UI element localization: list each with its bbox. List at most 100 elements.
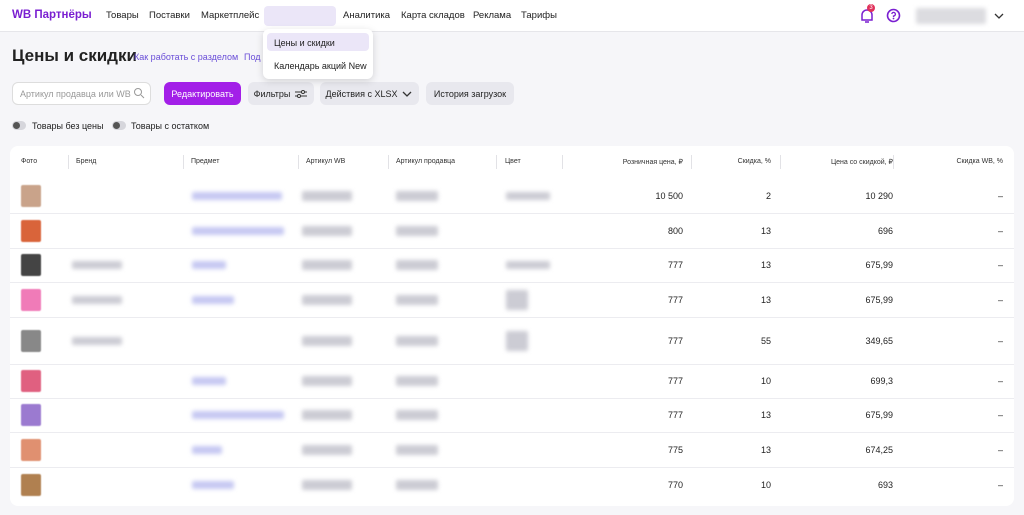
blurred-article-seller xyxy=(396,190,438,201)
wb-discount: – xyxy=(997,410,1003,420)
discount: 13 xyxy=(760,225,771,236)
blurred-color xyxy=(506,289,528,310)
discounted-price: 10 290 xyxy=(865,190,893,201)
blurred-subject xyxy=(192,377,226,385)
divider xyxy=(691,155,692,169)
product-photo[interactable] xyxy=(21,370,41,392)
help-icon[interactable] xyxy=(886,8,901,23)
discount: 13 xyxy=(760,410,771,420)
dropdown-item[interactable]: Цены и скидки xyxy=(274,38,335,48)
column-header: Фото xyxy=(21,158,38,165)
toggle-label: Товары без цены xyxy=(32,121,104,131)
history-button[interactable]: История загрузок xyxy=(426,82,514,105)
blurred-article-seller xyxy=(396,335,438,346)
blurred-brand xyxy=(72,261,122,269)
top-bar: WB Партнёры ТоварыПоставкиМаркетплейсЦен… xyxy=(0,0,1024,32)
chevron[interactable] xyxy=(994,12,1004,20)
toggle[interactable] xyxy=(12,121,26,130)
placeholder: Артикул продавца или WB xyxy=(20,89,131,99)
blurred-article-seller xyxy=(396,410,438,420)
nav-item[interactable]: Тарифы xyxy=(521,10,557,21)
nav-item[interactable]: Аналитика xyxy=(343,10,391,21)
edit-button[interactable]: Редактировать xyxy=(164,82,241,105)
column-header: Артикул продавца xyxy=(396,158,456,165)
column-header: Цвет xyxy=(505,158,521,165)
blurred-color xyxy=(506,191,550,200)
blurred-article-wb xyxy=(302,376,352,386)
blurred-subject xyxy=(192,261,226,269)
wb-discount: – xyxy=(997,335,1003,346)
blurred-article-wb xyxy=(302,190,352,201)
column-header: Предмет xyxy=(191,158,220,165)
more-link[interactable]: Под xyxy=(244,52,261,62)
row-divider xyxy=(10,317,1014,318)
product-photo[interactable] xyxy=(21,288,41,311)
product-photo[interactable] xyxy=(21,404,41,426)
profile[interactable] xyxy=(916,8,986,24)
discounted-price: 693 xyxy=(877,479,893,490)
discount: 55 xyxy=(760,335,771,346)
blurred-article-wb xyxy=(302,410,352,420)
wb-discount: – xyxy=(997,376,1003,386)
blurred-color xyxy=(506,261,550,269)
blurred-color xyxy=(506,330,528,351)
discount: 10 xyxy=(760,376,771,386)
retail-price: 777 xyxy=(667,294,683,305)
product-photo[interactable] xyxy=(21,438,41,461)
blurred-article-seller xyxy=(396,260,438,270)
page-title: Цены и скидки xyxy=(12,46,137,65)
nav-item[interactable]: Поставки xyxy=(149,10,190,21)
wb-discount: – xyxy=(997,225,1003,236)
column-header: Бренд xyxy=(76,158,97,165)
divider xyxy=(562,155,563,169)
retail-price: 777 xyxy=(667,410,683,420)
nav-item[interactable]: Маркетплейс xyxy=(201,10,260,21)
discount: 13 xyxy=(760,444,771,455)
row-divider xyxy=(10,364,1014,365)
blurred-article-seller xyxy=(396,376,438,386)
column-header: Скидка, % xyxy=(737,158,771,165)
divider xyxy=(893,155,894,169)
discounted-price: 696 xyxy=(877,225,893,236)
nav-item[interactable]: Карта складов xyxy=(401,10,465,21)
discounted-price: 675,99 xyxy=(865,410,893,420)
dropdown-item[interactable]: Календарь акций New xyxy=(274,61,367,71)
xlsx-button[interactable]: Действия с XLSX xyxy=(320,82,419,105)
logo[interactable]: WB Партнёры xyxy=(12,9,92,21)
product-photo[interactable] xyxy=(21,184,41,207)
blurred-subject xyxy=(192,191,282,200)
row-divider xyxy=(10,432,1014,433)
toggle[interactable] xyxy=(112,121,126,130)
column-header: Артикул WB xyxy=(306,158,346,165)
column-header: Розничная цена, ₽ xyxy=(622,159,683,166)
product-photo[interactable] xyxy=(21,329,41,352)
retail-price: 775 xyxy=(667,444,683,455)
blurred-subject xyxy=(192,226,284,235)
wb-discount: – xyxy=(997,444,1003,455)
blurred-subject xyxy=(192,480,234,489)
blurred-article-seller xyxy=(396,294,438,305)
product-photo[interactable] xyxy=(21,473,41,496)
blurred-article-seller xyxy=(396,444,438,455)
retail-price: 777 xyxy=(667,260,683,270)
discounted-price: 675,99 xyxy=(865,294,893,305)
product-photo[interactable] xyxy=(21,219,41,242)
table xyxy=(10,146,1014,506)
filters-button[interactable]: Фильтры xyxy=(248,82,314,105)
discount: 2 xyxy=(765,190,771,201)
search-input[interactable]: Артикул продавца или WB xyxy=(12,82,151,105)
wb-discount: – xyxy=(997,190,1003,201)
product-photo[interactable] xyxy=(21,254,41,276)
divider xyxy=(298,155,299,169)
help-link[interactable]: Как работать с разделом xyxy=(134,52,239,62)
divider xyxy=(68,155,69,169)
wb-discount: – xyxy=(997,260,1003,270)
dropdown: Цены и скидки Календарь акций New xyxy=(263,29,373,79)
nav-item[interactable]: Реклама xyxy=(473,10,512,21)
nav-item[interactable]: Товары xyxy=(106,10,139,21)
toggle-label: Товары с остатком xyxy=(131,121,210,131)
wb-discount: – xyxy=(997,479,1003,490)
blurred-article-wb xyxy=(302,225,352,236)
blurred-article-wb xyxy=(302,260,352,270)
blurred-article-wb xyxy=(302,335,352,346)
